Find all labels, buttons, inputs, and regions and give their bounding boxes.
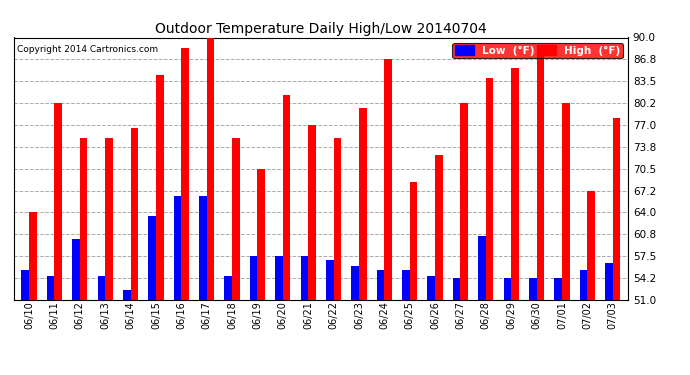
Bar: [283, 95, 290, 300]
Text: Copyright 2014 Cartronics.com: Copyright 2014 Cartronics.com: [17, 45, 158, 54]
Bar: [130, 128, 138, 300]
Bar: [580, 270, 587, 300]
Bar: [123, 290, 130, 300]
Bar: [301, 256, 308, 300]
Bar: [478, 236, 486, 300]
Bar: [29, 213, 37, 300]
Bar: [275, 256, 283, 300]
Bar: [410, 182, 417, 300]
Bar: [453, 279, 460, 300]
Bar: [427, 276, 435, 300]
Bar: [511, 68, 519, 300]
Bar: [486, 78, 493, 300]
Bar: [537, 51, 544, 300]
Title: Outdoor Temperature Daily High/Low 20140704: Outdoor Temperature Daily High/Low 20140…: [155, 22, 486, 36]
Bar: [613, 118, 620, 300]
Bar: [435, 155, 443, 300]
Bar: [605, 263, 613, 300]
Bar: [181, 48, 189, 300]
Bar: [333, 138, 341, 300]
Bar: [587, 191, 595, 300]
Bar: [199, 196, 207, 300]
Bar: [504, 279, 511, 300]
Bar: [148, 216, 156, 300]
Bar: [250, 256, 257, 300]
Bar: [529, 279, 537, 300]
Bar: [156, 75, 164, 300]
Bar: [72, 239, 80, 300]
Bar: [224, 276, 232, 300]
Bar: [97, 276, 105, 300]
Bar: [174, 196, 181, 300]
Bar: [326, 260, 333, 300]
Bar: [384, 59, 392, 300]
Legend: Low  (°F), High  (°F): Low (°F), High (°F): [453, 43, 622, 58]
Bar: [207, 38, 215, 300]
Bar: [257, 169, 265, 300]
Bar: [232, 138, 239, 300]
Bar: [21, 270, 29, 300]
Bar: [105, 138, 112, 300]
Bar: [402, 270, 410, 300]
Bar: [359, 108, 366, 300]
Bar: [460, 104, 468, 300]
Bar: [308, 125, 316, 300]
Bar: [47, 276, 55, 300]
Bar: [80, 138, 88, 300]
Bar: [351, 266, 359, 300]
Bar: [562, 104, 569, 300]
Bar: [377, 270, 384, 300]
Bar: [554, 279, 562, 300]
Bar: [55, 104, 62, 300]
